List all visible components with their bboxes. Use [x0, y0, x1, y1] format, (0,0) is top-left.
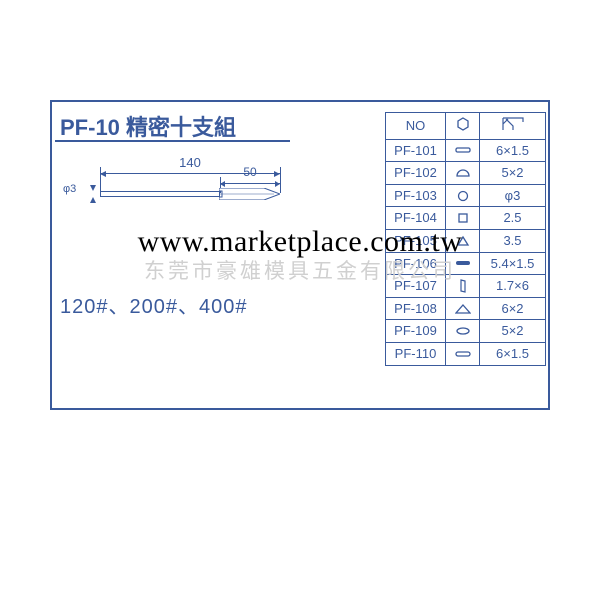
cell-no: PF-107 [386, 275, 446, 298]
cell-size: 5.4×1.5 [480, 252, 546, 275]
table-row: PF-105 3.5 [386, 229, 546, 252]
cell-shape [446, 297, 480, 320]
table-row: PF-103 φ3 [386, 184, 546, 207]
cell-shape [446, 342, 480, 365]
file-shaft [100, 191, 220, 197]
table-row: PF-106 5.4×1.5 [386, 252, 546, 275]
cell-size: 3.5 [480, 229, 546, 252]
dim-diameter: φ3 [63, 183, 76, 195]
grit-numbers: 120#、200#、400# [60, 290, 247, 319]
table-row: PF-102 5×2 [386, 162, 546, 185]
cell-size: 5×2 [480, 320, 546, 343]
cell-size: 2.5 [480, 207, 546, 230]
table-row: PF-104 2.5 [386, 207, 546, 230]
title-underline [55, 140, 290, 142]
cell-size: 6×2 [480, 297, 546, 320]
dim-tip-length: 50 [220, 165, 280, 179]
cell-no: PF-110 [386, 342, 446, 365]
cell-shape [446, 162, 480, 185]
product-title: PF-10 精密十支組 [60, 110, 236, 142]
cell-no: PF-102 [386, 162, 446, 185]
angle-icon [501, 116, 525, 132]
th-no: NO [386, 113, 446, 140]
cell-size: 1.7×6 [480, 275, 546, 298]
cell-no: PF-104 [386, 207, 446, 230]
cell-shape [446, 229, 480, 252]
cell-no: PF-106 [386, 252, 446, 275]
cell-shape [446, 275, 480, 298]
cell-no: PF-108 [386, 297, 446, 320]
cell-shape [446, 320, 480, 343]
file-diagram: 140 50 φ3 [60, 155, 310, 255]
table-row: PF-109 5×2 [386, 320, 546, 343]
cell-size: 6×1.5 [480, 342, 546, 365]
cell-size: 5×2 [480, 162, 546, 185]
dim-tip-line [220, 183, 280, 184]
file-tip [219, 188, 280, 200]
cell-no: PF-103 [386, 184, 446, 207]
cell-size: φ3 [480, 184, 546, 207]
hexagon-icon [456, 117, 470, 131]
table-row: PF-107 1.7×6 [386, 275, 546, 298]
cell-shape [446, 207, 480, 230]
cell-shape [446, 139, 480, 162]
table-row: PF-110 6×1.5 [386, 342, 546, 365]
th-shape [446, 113, 480, 140]
cell-size: 6×1.5 [480, 139, 546, 162]
cell-no: PF-105 [386, 229, 446, 252]
th-size [480, 113, 546, 140]
cell-no: PF-109 [386, 320, 446, 343]
spec-table-body: PF-1016×1.5PF-1025×2PF-103φ3PF-1042.5PF-… [386, 139, 546, 365]
cell-shape [446, 252, 480, 275]
spec-table: NO PF-101 6×1.5 PF-102 5×2 PF-103 φ3 PF-104 2.5… [385, 112, 546, 366]
cell-no: PF-101 [386, 139, 446, 162]
table-row: PF-101 6×1.5 [386, 139, 546, 162]
cell-shape [446, 184, 480, 207]
table-row: PF-108 6×2 [386, 297, 546, 320]
